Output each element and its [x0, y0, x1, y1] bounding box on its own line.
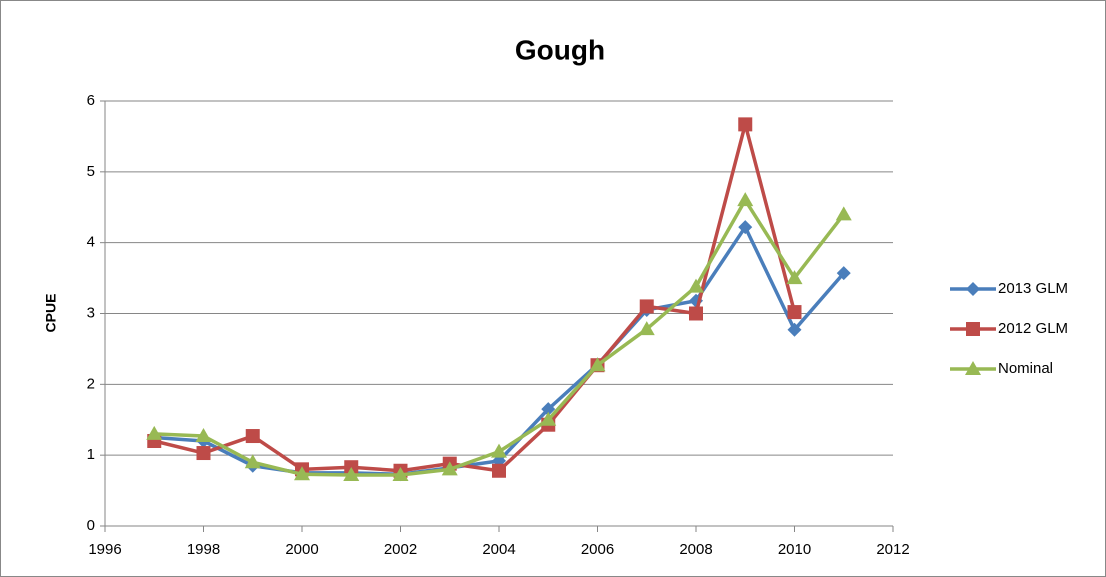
chart-title: Gough — [515, 34, 605, 65]
x-tick-label: 2010 — [778, 541, 811, 558]
x-tick-label: 2004 — [482, 541, 515, 558]
point-marker — [786, 270, 803, 285]
point-marker — [441, 461, 458, 476]
point-marker — [836, 266, 851, 281]
point-marker — [195, 428, 212, 443]
point-marker — [835, 206, 852, 221]
y-tick-label: 1 — [87, 446, 95, 463]
x-tick-label: 1996 — [88, 541, 121, 558]
point-marker — [541, 402, 556, 417]
y-axis-label: CPUE — [43, 294, 59, 333]
x-tick-label: 2008 — [679, 541, 712, 558]
x-tick-label: 1998 — [187, 541, 220, 558]
legend-label: Nominal — [998, 360, 1053, 377]
y-tick-label: 4 — [87, 234, 95, 251]
point-marker — [196, 446, 211, 461]
legend-marker — [966, 282, 980, 296]
series-line — [153, 122, 797, 473]
y-tick-label: 2 — [87, 375, 95, 392]
point-marker — [589, 357, 606, 372]
x-tick-label: 2000 — [285, 541, 318, 558]
point-marker — [639, 299, 654, 314]
point-marker — [638, 321, 655, 336]
legend-label: 2013 GLM — [998, 280, 1068, 297]
y-tick-label: 3 — [87, 304, 95, 321]
point-marker — [294, 466, 310, 481]
x-tick-label: 2012 — [876, 541, 909, 558]
point-marker — [492, 463, 506, 478]
point-marker — [245, 429, 260, 444]
point-marker — [244, 454, 261, 469]
point-marker — [787, 322, 802, 337]
legend-marker — [965, 361, 981, 375]
point-marker — [392, 467, 409, 481]
x-tick-label: 2002 — [384, 541, 417, 558]
point-marker — [146, 425, 163, 440]
y-tick-label: 6 — [87, 92, 95, 109]
point-marker — [540, 411, 557, 426]
legend-label: 2012 GLM — [998, 320, 1068, 337]
point-marker — [787, 305, 802, 320]
x-tick-label: 2006 — [581, 541, 614, 558]
point-marker — [738, 220, 753, 235]
point-marker — [689, 306, 703, 321]
point-marker — [738, 117, 753, 132]
point-marker — [688, 278, 704, 293]
legend-marker — [966, 322, 980, 336]
point-marker — [343, 467, 360, 481]
y-tick-label: 5 — [87, 163, 95, 180]
y-tick-label: 0 — [87, 517, 95, 534]
point-marker — [491, 443, 507, 458]
point-marker — [737, 192, 754, 207]
